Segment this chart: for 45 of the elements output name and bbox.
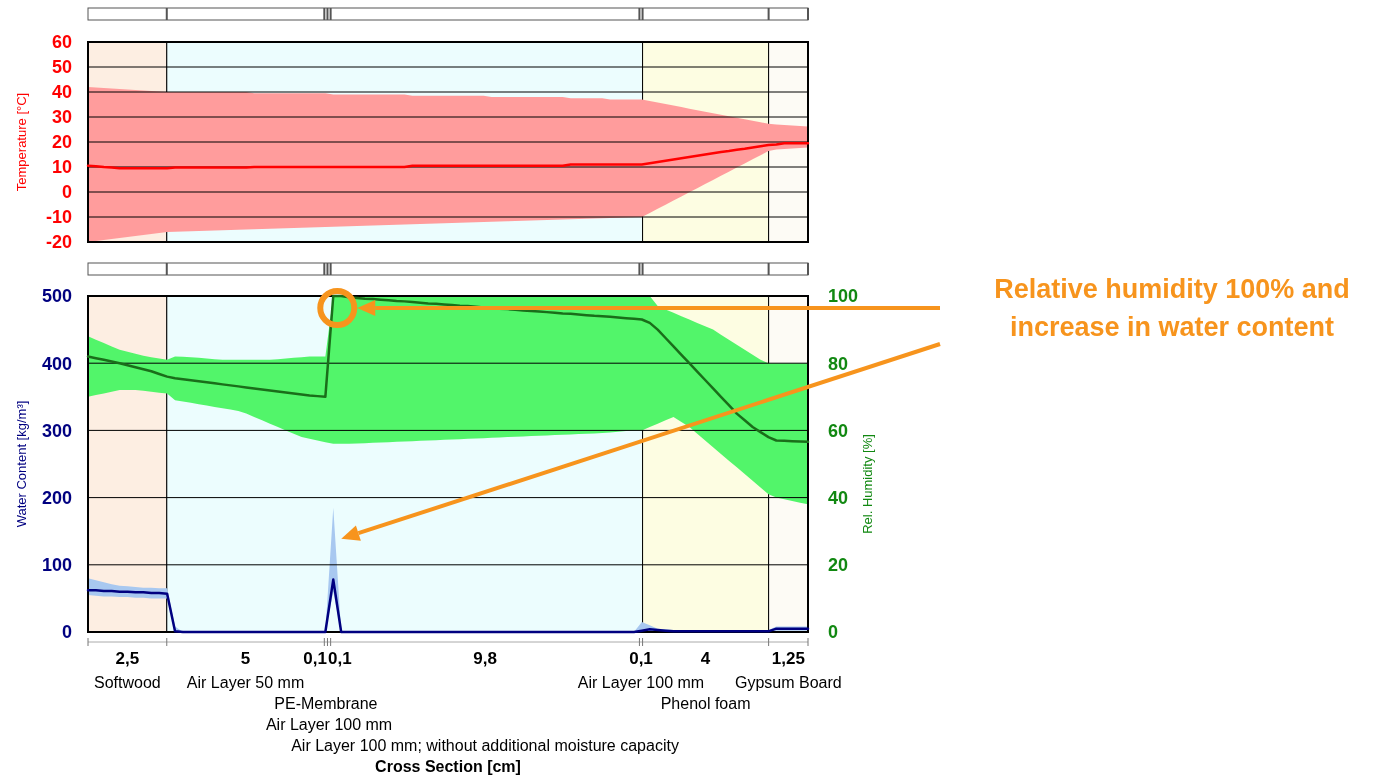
y2-tick-label: 20 xyxy=(828,555,849,576)
y2-tick-label: 0 xyxy=(828,622,839,643)
text: Phenol foam xyxy=(660,695,751,712)
y-tick-label: 300 xyxy=(41,420,72,441)
y-tick-label: 40 xyxy=(51,82,72,103)
x-axis-title: Cross Section [cm] xyxy=(375,758,521,775)
y-tick-label: 60 xyxy=(51,32,72,53)
text: Air Layer 100 mm; without additional moisture capacity xyxy=(291,737,679,754)
text: Air Layer 100 mm xyxy=(265,716,393,733)
y-tick-label: 500 xyxy=(41,286,72,307)
y-tick-label: 100 xyxy=(41,555,72,576)
text: 5 xyxy=(240,649,251,668)
y-tick-label: 20 xyxy=(51,132,72,153)
text: 9,8 xyxy=(473,649,497,668)
text: 0,1 xyxy=(328,649,352,668)
y-tick-label: 0 xyxy=(61,622,72,643)
text: Relative humidity 100% and increase in water content xyxy=(994,274,1350,342)
text: 0,1 xyxy=(303,649,327,668)
y2-tick-label: 40 xyxy=(828,487,849,508)
y2-tick-label: 100 xyxy=(828,286,859,307)
line-series xyxy=(86,578,810,634)
text: Softwood xyxy=(94,674,161,691)
text: 4 xyxy=(700,649,711,668)
y-tick-label: 200 xyxy=(41,487,72,508)
text: Air Layer 100 mm xyxy=(577,674,705,691)
y-tick-label: 50 xyxy=(51,57,72,78)
text: 1,25 xyxy=(771,649,805,668)
line-series xyxy=(86,294,810,444)
y-tick-label: 400 xyxy=(41,353,72,374)
y2-tick-label: 60 xyxy=(828,420,849,441)
y-tick-label: 10 xyxy=(51,157,72,178)
y-tick-label: 30 xyxy=(51,107,72,128)
y-axis-title: Temperature [°C] xyxy=(14,92,29,192)
text: Air Layer 50 mm xyxy=(186,674,305,691)
y2-axis-title: Rel. Humidity [%] xyxy=(860,434,875,534)
text: 2,5 xyxy=(115,649,140,668)
y2-tick-label: 80 xyxy=(828,353,849,374)
y-tick-label: -20 xyxy=(45,232,72,253)
text: Gypsum Board xyxy=(734,674,842,691)
y-axis-title: Water Content [kg/m³] xyxy=(14,400,29,528)
y-tick-label: 0 xyxy=(61,182,72,203)
line-series xyxy=(86,142,810,170)
text: 0,1 xyxy=(629,649,653,668)
y-tick-label: -10 xyxy=(45,207,72,228)
text: PE-Membrane xyxy=(274,695,378,712)
